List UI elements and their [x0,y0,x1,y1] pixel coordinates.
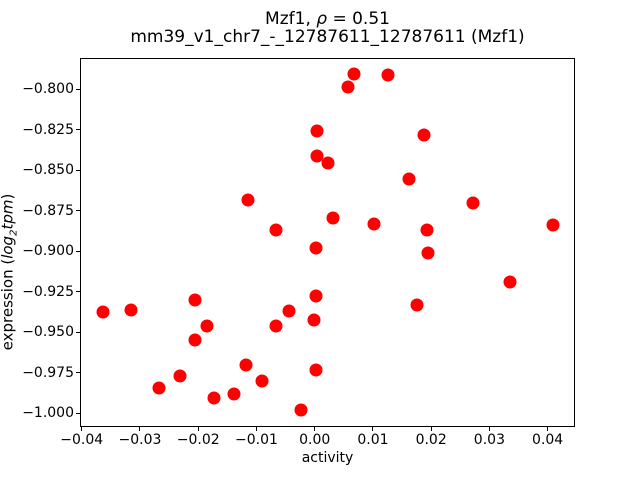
y-tick-mark [76,129,80,131]
data-point [381,68,395,82]
y-tick-label: −0.900 [22,243,74,260]
y-axis-label-unit: tpm [0,199,17,230]
data-point [255,374,269,388]
y-tick-mark [76,169,80,171]
y-axis-label-log: log [0,235,17,259]
y-tick-mark [76,88,80,90]
x-tick-mark [81,427,83,431]
data-point [466,196,479,210]
data-point [503,275,517,289]
y-tick-label: −0.825 [22,121,74,138]
chart-title-line1: Mzf1, ρ = 0.51 [80,10,575,28]
data-point [188,293,202,307]
x-tick-label: 0.02 [415,432,447,448]
x-tick-mark [314,427,316,431]
y-tick-label: −0.850 [22,162,74,179]
y-tick-label: −0.950 [22,324,74,341]
data-point [309,363,323,377]
data-point [309,289,323,303]
x-tick-label: 0.01 [357,432,389,448]
y-axis-label-text: expression ( [0,258,17,351]
y-tick-label: −0.975 [22,364,74,381]
data-point [200,319,214,333]
y-tick-mark [76,210,80,212]
data-point [124,303,138,317]
data-point [341,80,355,94]
data-point [239,358,253,372]
title-rho-symbol: ρ [316,9,328,29]
x-tick-label: 0.03 [473,432,505,448]
x-tick-label: −0.01 [234,432,278,448]
x-tick-mark [197,427,199,431]
x-tick-label: −0.04 [60,432,104,448]
data-point [152,381,166,395]
x-tick-mark [547,427,549,431]
y-tick-mark [76,250,80,252]
y-tick-mark [76,331,80,333]
plot-area [80,58,575,427]
data-point [173,369,187,383]
x-tick-mark [255,427,257,431]
data-point [294,403,308,417]
x-tick-mark [372,427,374,431]
data-point [241,193,255,207]
y-tick-label: −0.875 [22,202,74,219]
y-axis-label: expression (log2tpm) [0,194,20,351]
data-point [410,298,424,312]
data-point [347,67,361,81]
y-tick-mark [76,372,80,374]
data-point [309,241,323,255]
data-point [310,124,324,138]
data-point [207,391,221,405]
x-tick-label: −0.02 [176,432,220,448]
data-point [188,333,202,347]
x-tick-label: 0.04 [532,432,564,448]
chart-title-line2: mm39_v1_chr7_-_12787611_12787611 (Mzf1) [130,27,525,47]
x-tick-mark [430,427,432,431]
y-tick-label: −0.800 [22,81,74,98]
y-tick-label: −1.000 [22,405,74,422]
title-rho-value: = 0.51 [327,9,390,29]
data-point [307,313,321,327]
data-point [269,319,283,333]
data-point [420,223,434,237]
y-axis-label-log-subscript: 2 [8,229,20,236]
data-point [421,246,435,260]
data-point [417,128,431,142]
data-point [326,211,340,225]
data-point [402,172,416,186]
data-point [546,218,560,232]
x-tick-mark [139,427,141,431]
title-gene-name: Mzf1, [265,9,317,29]
data-point [96,305,110,319]
data-point [367,217,381,231]
x-tick-mark [488,427,490,431]
data-point [269,223,283,237]
y-axis-label-close-paren: ) [0,193,17,200]
data-point [321,156,334,170]
data-point [310,149,324,163]
y-tick-mark [76,291,80,293]
y-tick-mark [76,412,80,414]
data-point [282,304,296,318]
data-point [227,387,241,401]
y-tick-label: −0.925 [22,283,74,300]
x-tick-label: 0.00 [299,432,331,448]
x-tick-label: −0.03 [118,432,162,448]
x-axis-label: activity [301,450,354,466]
chart-title: Mzf1, ρ = 0.51 mm39_v1_chr7_-_12787611_1… [80,10,575,46]
